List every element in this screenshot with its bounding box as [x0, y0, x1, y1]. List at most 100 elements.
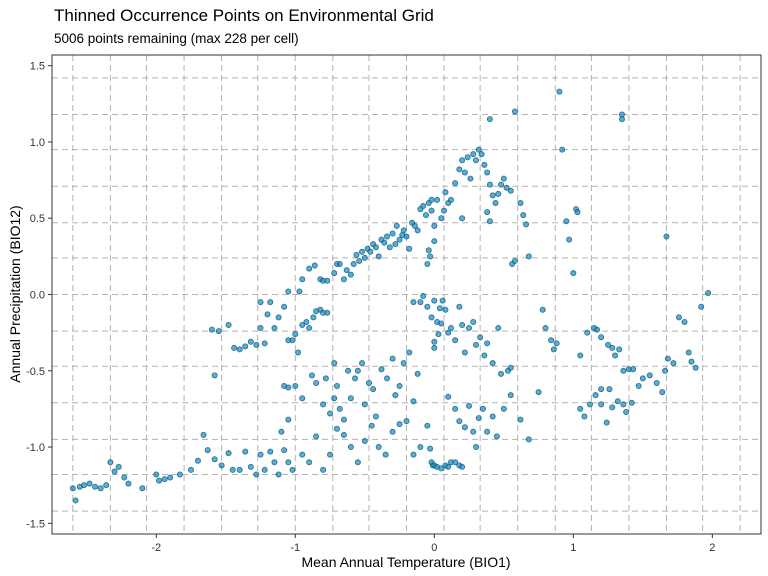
data-point-208	[370, 386, 377, 393]
x-tick-label-0: -2	[151, 542, 161, 554]
data-point-213	[392, 392, 399, 399]
data-point-43	[231, 344, 238, 351]
data-point-169	[424, 303, 431, 310]
y-tick-label-0: -1.5	[26, 518, 45, 530]
data-point-275	[507, 392, 514, 399]
data-point-96	[389, 230, 396, 237]
data-point-210	[378, 366, 385, 373]
data-point-152	[431, 238, 438, 245]
x-tick-label-1: -1	[290, 542, 300, 554]
data-point-300	[659, 389, 666, 396]
data-point-112	[431, 222, 438, 229]
data-point-22	[204, 447, 211, 454]
data-point-97	[392, 241, 399, 248]
data-point-318	[620, 401, 627, 408]
data-point-179	[442, 306, 449, 313]
data-point-290	[609, 344, 616, 351]
data-point-131	[486, 181, 493, 188]
data-point-123	[464, 154, 471, 161]
data-point-149	[459, 215, 466, 222]
data-point-189	[477, 334, 484, 341]
y-tick-label-6: 1.5	[30, 61, 45, 73]
data-point-279	[539, 306, 546, 313]
y-axis-label: Annual Precipitation (BIO12)	[7, 205, 23, 382]
data-point-33	[267, 448, 274, 455]
data-point-185	[461, 349, 468, 356]
data-point-137	[503, 184, 510, 191]
data-point-247	[410, 451, 417, 458]
data-point-228	[331, 395, 338, 402]
data-point-19	[188, 466, 195, 473]
data-point-65	[324, 309, 331, 316]
data-point-173	[431, 344, 438, 351]
data-point-83	[353, 251, 360, 258]
data-point-143	[525, 253, 532, 260]
data-point-155	[556, 88, 563, 95]
data-point-99	[396, 236, 403, 243]
y-tick-label-2: -0.5	[26, 366, 45, 378]
data-point-261	[459, 463, 466, 470]
data-point-219	[292, 383, 299, 390]
data-point-82	[350, 260, 357, 267]
data-point-220	[299, 395, 306, 402]
data-point-278	[535, 389, 542, 396]
data-point-198	[333, 383, 340, 390]
data-point-116	[442, 189, 449, 196]
data-point-113	[434, 196, 441, 203]
data-point-79	[340, 276, 347, 283]
data-point-176	[436, 305, 443, 312]
data-point-244	[389, 428, 396, 435]
data-point-159	[570, 270, 577, 277]
data-point-242	[375, 444, 382, 451]
data-point-147	[484, 209, 491, 216]
data-point-217	[410, 398, 417, 405]
data-point-127	[475, 146, 482, 153]
data-point-212	[389, 355, 396, 362]
data-point-235	[327, 451, 334, 458]
data-point-95	[386, 244, 393, 251]
data-point-94	[384, 233, 391, 240]
data-point-281	[548, 337, 555, 344]
data-point-309	[698, 303, 705, 310]
data-point-263	[452, 405, 459, 412]
data-point-187	[470, 318, 477, 325]
data-point-148	[486, 218, 493, 225]
data-point-303	[670, 360, 677, 367]
data-point-128	[478, 151, 485, 158]
data-point-31	[257, 451, 264, 458]
y-tick-label-1: -1.0	[26, 442, 45, 454]
data-point-129	[481, 161, 488, 168]
data-point-310	[577, 405, 584, 412]
data-point-70	[299, 276, 306, 283]
data-point-307	[688, 358, 695, 365]
data-point-139	[511, 108, 518, 115]
data-point-47	[253, 341, 260, 348]
data-point-88	[367, 248, 374, 255]
data-point-245	[396, 421, 403, 428]
data-point-191	[484, 340, 491, 347]
data-point-211	[384, 375, 391, 382]
data-point-46	[247, 338, 254, 345]
data-point-40	[208, 326, 215, 333]
data-point-133	[492, 199, 499, 206]
data-point-227	[327, 410, 334, 417]
data-point-268	[473, 444, 480, 451]
data-point-10	[115, 463, 122, 470]
data-point-225	[320, 401, 327, 408]
data-point-240	[361, 437, 368, 444]
data-point-306	[685, 349, 692, 356]
data-point-93	[381, 239, 388, 246]
data-point-292	[616, 346, 623, 353]
data-point-38	[289, 466, 296, 473]
data-point-197	[331, 360, 338, 367]
data-point-51	[271, 325, 278, 332]
data-point-233	[313, 433, 320, 440]
data-point-5	[92, 483, 99, 490]
data-point-28	[242, 448, 249, 455]
data-point-183	[456, 303, 463, 310]
data-point-223	[308, 372, 315, 379]
data-point-121	[459, 157, 466, 164]
data-point-71	[306, 265, 313, 272]
data-point-37	[285, 459, 292, 466]
data-point-224	[313, 379, 320, 386]
